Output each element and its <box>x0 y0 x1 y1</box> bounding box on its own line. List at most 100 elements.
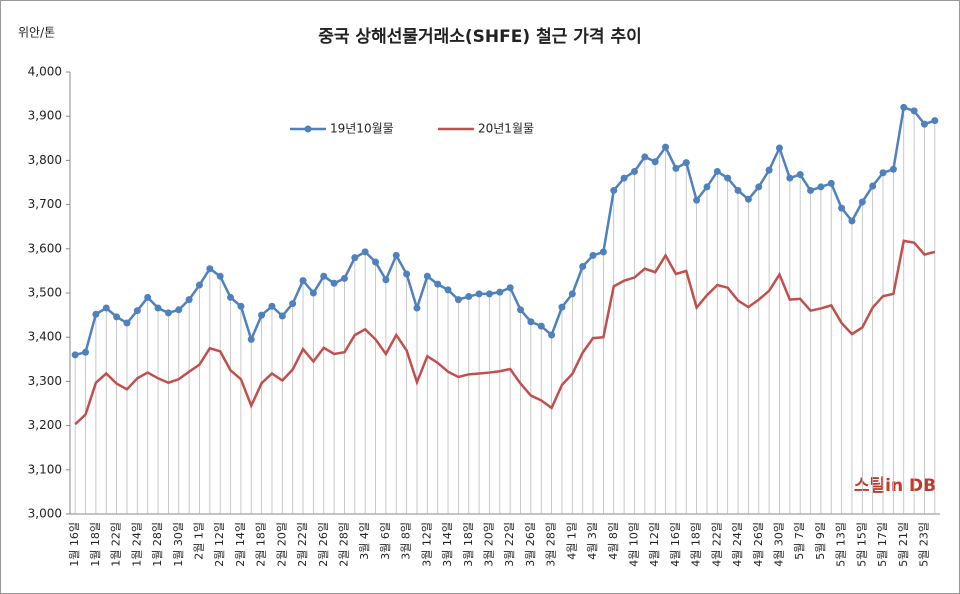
series-marker <box>71 351 79 359</box>
x-tick-label: 2월 1일 <box>191 522 205 560</box>
x-tick-label: 4월 8일 <box>606 522 620 560</box>
series-marker <box>672 164 680 172</box>
series-marker <box>858 198 866 206</box>
series-marker <box>641 153 649 161</box>
series-marker <box>775 144 783 152</box>
series-marker <box>537 322 545 330</box>
series-marker <box>848 217 856 225</box>
x-tick-label: 5월 13일 <box>834 522 848 567</box>
series-marker <box>744 195 752 203</box>
x-tick-label: 1월 30일 <box>171 522 185 567</box>
x-tick-label: 2월 12일 <box>212 522 226 567</box>
chart-title: 중국 상해선물거래소(SHFE) 철근 가격 추이 <box>318 27 642 47</box>
x-tick-label: 4월 1일 <box>564 522 578 560</box>
x-tick-label: 3월 22일 <box>502 522 516 567</box>
series-marker <box>651 158 659 166</box>
x-tick-label: 5월 23일 <box>916 522 930 567</box>
series-marker <box>589 251 597 259</box>
legend-label: 19년10월물 <box>330 122 394 136</box>
series-marker <box>724 174 732 182</box>
watermark: 스틸in DB <box>854 475 936 496</box>
x-tick-label: 1월 28일 <box>150 522 164 567</box>
x-tick-label: 3월 12일 <box>419 522 433 567</box>
x-tick-label: 4월 30일 <box>771 522 785 567</box>
series-marker <box>817 183 825 191</box>
legend-label: 20년1월물 <box>478 122 534 136</box>
series-marker <box>703 183 711 191</box>
series-marker <box>340 274 348 282</box>
series-marker <box>444 286 452 294</box>
y-tick-label: 3,200 <box>28 418 62 432</box>
series-marker <box>910 107 918 115</box>
series-marker <box>258 311 266 319</box>
series-marker <box>216 272 224 280</box>
series-marker <box>465 293 473 301</box>
series-marker <box>527 318 535 326</box>
series-marker <box>113 313 121 321</box>
x-tick-label: 4월 16일 <box>668 522 682 567</box>
series-marker <box>827 179 835 187</box>
series-marker <box>879 169 887 177</box>
series-marker <box>185 296 193 304</box>
series-marker <box>548 331 556 339</box>
x-tick-label: 4월 24일 <box>730 522 744 567</box>
series-marker <box>92 310 100 318</box>
series-marker <box>82 348 90 356</box>
series-marker <box>713 167 721 175</box>
series-marker <box>434 280 442 288</box>
series-marker <box>175 306 183 314</box>
series-marker <box>765 166 773 174</box>
series-marker <box>268 302 276 310</box>
y-axis-label: 위안/톤 <box>18 26 55 40</box>
x-tick-label: 4월 3일 <box>585 522 599 560</box>
series-marker <box>133 307 141 315</box>
x-tick-label: 3월 28일 <box>544 522 558 567</box>
series-marker <box>599 248 607 256</box>
series-marker <box>755 183 763 191</box>
y-tick-label: 3,600 <box>28 241 62 255</box>
series-marker <box>869 182 877 190</box>
series-marker <box>102 304 110 312</box>
series-marker <box>423 272 431 280</box>
series-marker <box>931 117 939 125</box>
series-marker <box>682 159 690 167</box>
x-tick-label: 5월 17일 <box>875 522 889 567</box>
x-tick-label: 2월 28일 <box>336 522 350 567</box>
series-marker <box>610 186 618 194</box>
series-marker <box>164 309 172 317</box>
y-tick-label: 3,800 <box>28 153 62 167</box>
x-tick-label: 1월 24일 <box>129 522 143 567</box>
y-tick-label: 3,300 <box>28 374 62 388</box>
x-tick-label: 4월 12일 <box>647 522 661 567</box>
x-tick-label: 3월 8일 <box>399 522 413 560</box>
series-marker <box>454 296 462 304</box>
series-marker <box>237 302 245 310</box>
series-marker <box>786 174 794 182</box>
x-tick-label: 1월 16일 <box>67 522 81 567</box>
y-tick-label: 4,000 <box>28 65 62 79</box>
series-marker <box>838 204 846 212</box>
x-tick-label: 5월 7일 <box>792 522 806 560</box>
x-tick-label: 2월 26일 <box>316 522 330 567</box>
series-marker <box>154 304 162 312</box>
series-marker <box>372 258 380 266</box>
series-marker <box>309 289 317 297</box>
x-tick-label: 2월 20일 <box>274 522 288 567</box>
series-marker <box>475 290 483 298</box>
series-marker <box>413 304 421 312</box>
series-marker <box>123 319 131 327</box>
y-tick-label: 3,900 <box>28 109 62 123</box>
series-marker <box>630 167 638 175</box>
series-marker <box>195 281 203 289</box>
legend-marker <box>304 125 312 133</box>
series-marker <box>278 312 286 320</box>
series-marker <box>144 293 152 301</box>
series-marker <box>662 143 670 151</box>
x-tick-label: 3월 6일 <box>378 522 392 560</box>
series-marker <box>299 277 307 285</box>
x-tick-label: 5월 15일 <box>854 522 868 567</box>
series-marker <box>506 284 514 292</box>
x-tick-label: 4월 10일 <box>626 522 640 567</box>
x-tick-label: 4월 26일 <box>751 522 765 567</box>
series-line <box>74 239 936 426</box>
